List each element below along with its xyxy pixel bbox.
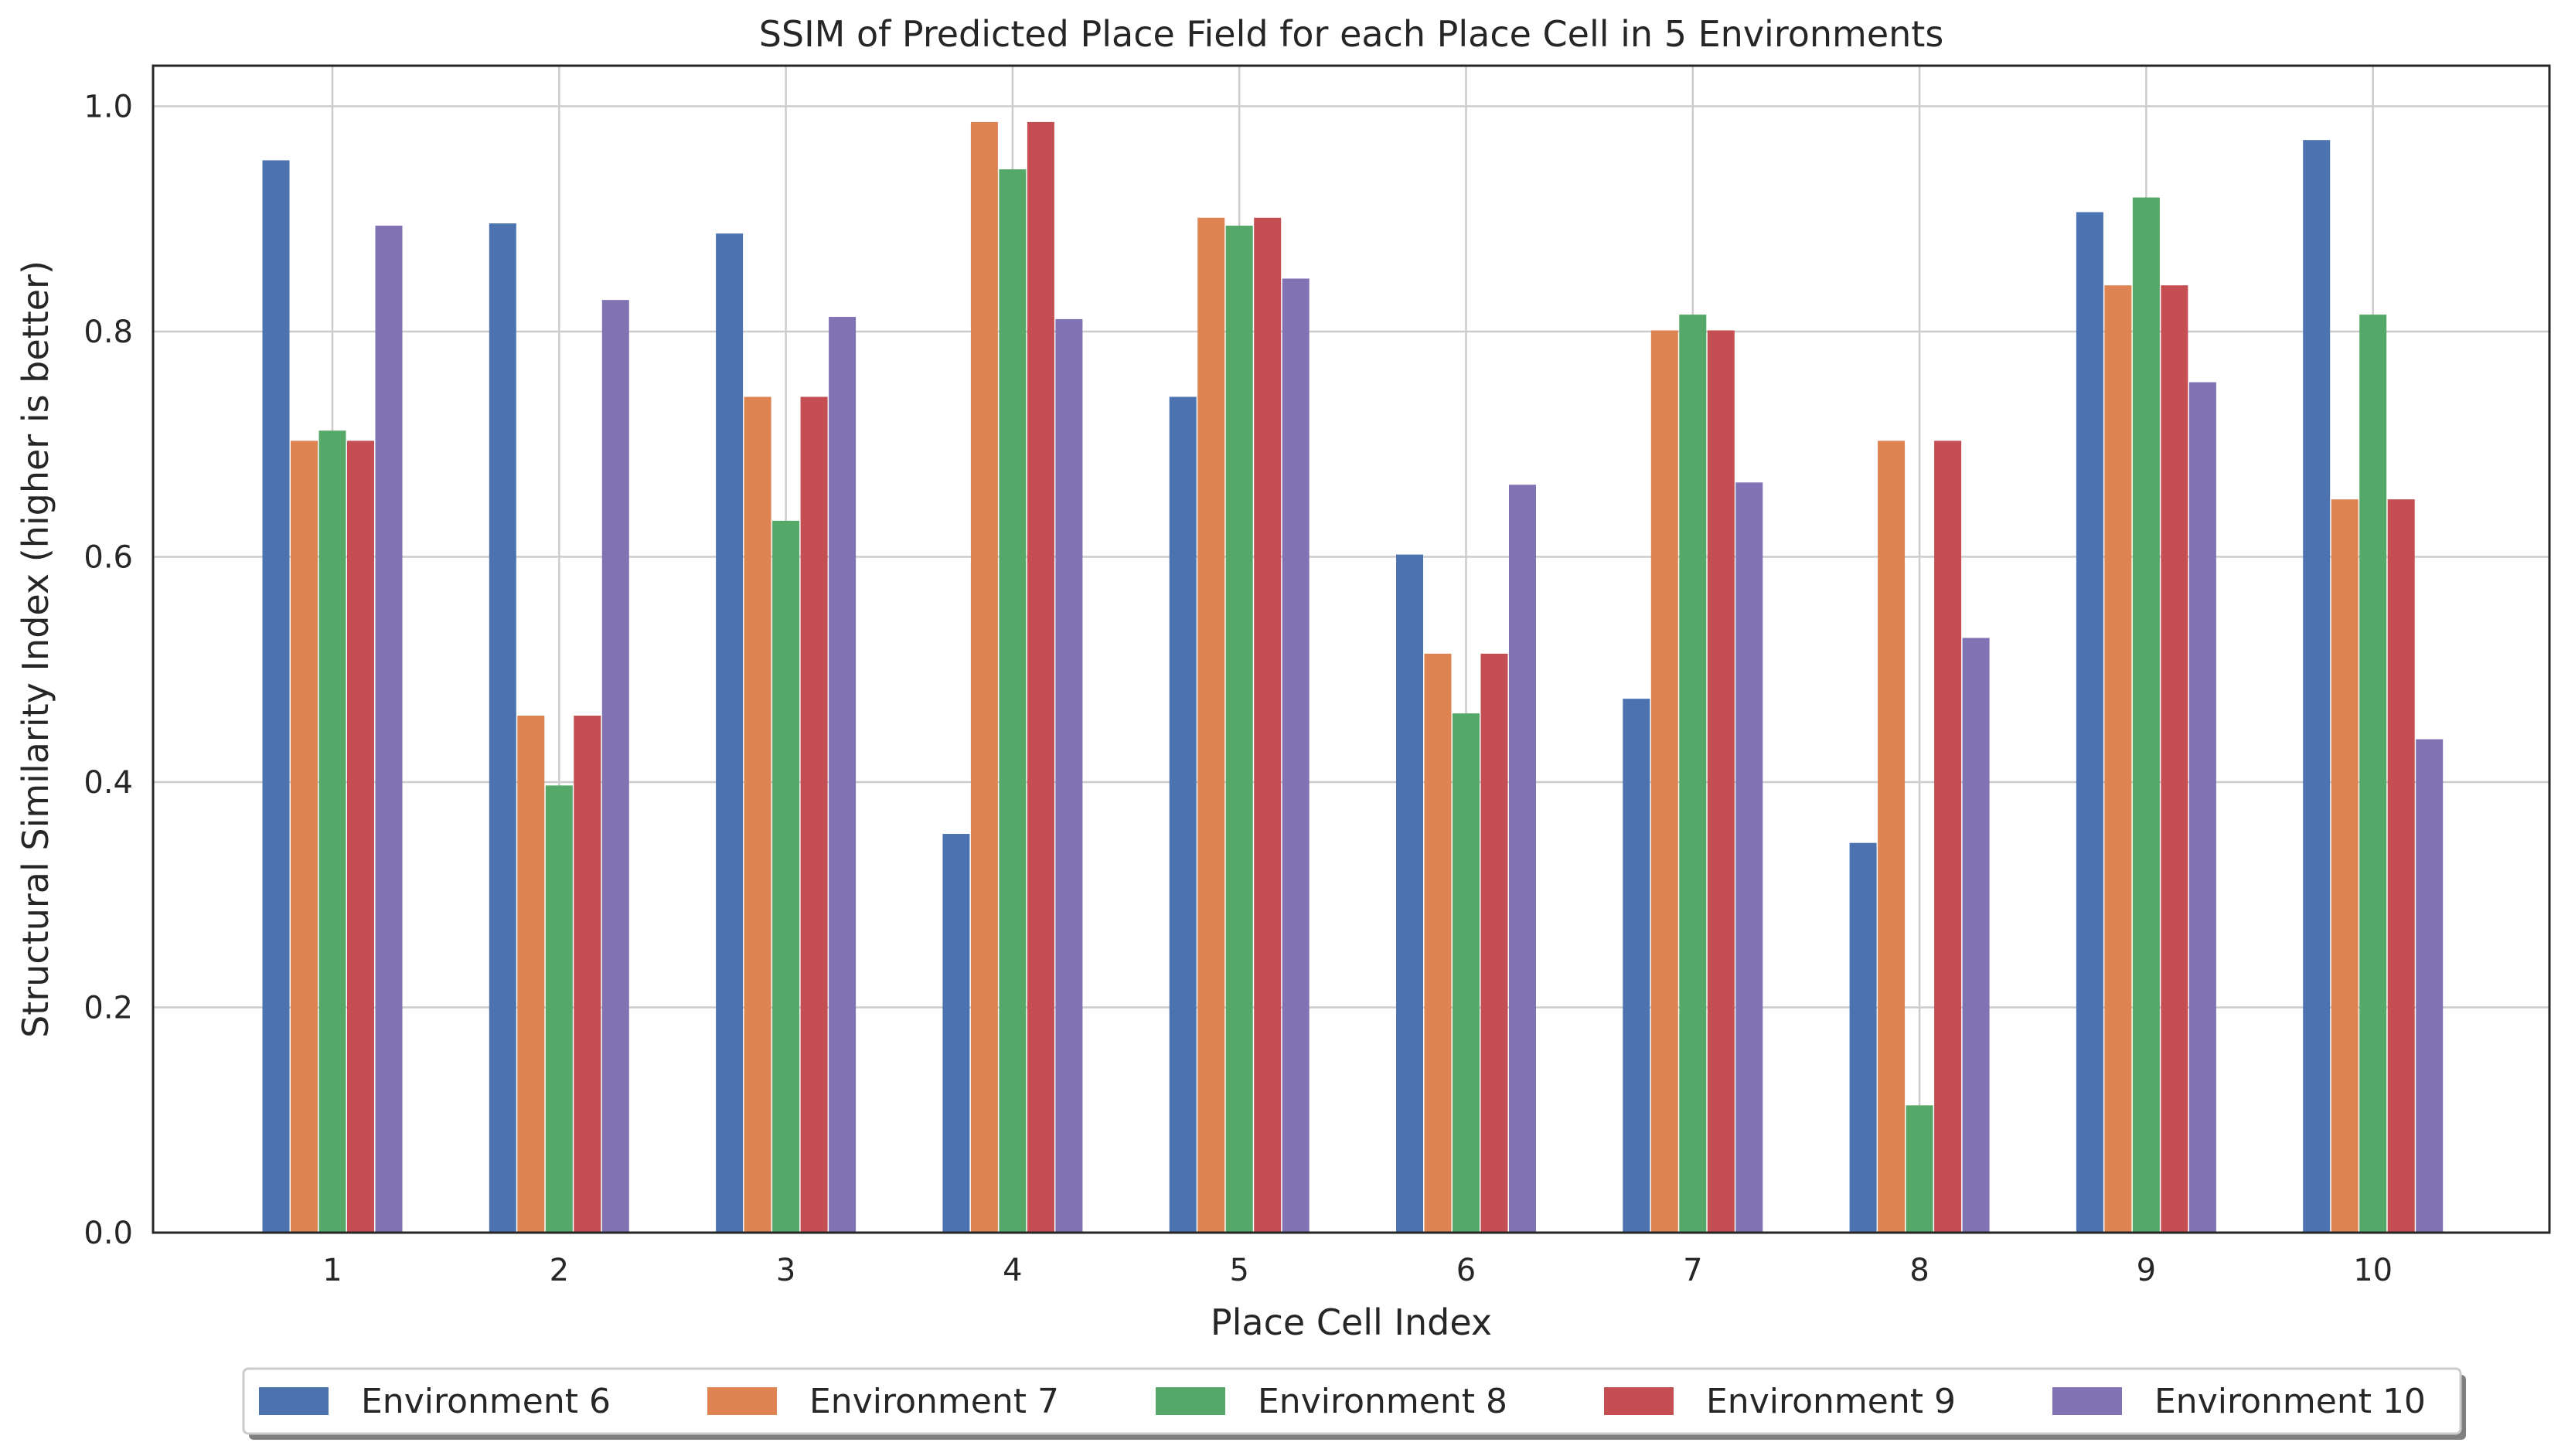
bar: [2104, 285, 2132, 1233]
bar: [829, 317, 857, 1233]
bar: [1282, 278, 1310, 1233]
bar: [1679, 315, 1707, 1233]
bar: [1055, 318, 1083, 1233]
y-axis-ticks: 0.0 0.2 0.4 0.6 0.8 1.0: [83, 89, 133, 1251]
bar: [1453, 713, 1480, 1233]
y-tick-label: 0.6: [83, 539, 133, 575]
bar: [1906, 1105, 1933, 1233]
chart-title: SSIM of Predicted Place Field for each P…: [759, 13, 1944, 55]
plot-frame: [152, 64, 2551, 1234]
legend: Environment 6 Environment 7 Environment 8 E…: [242, 1367, 2466, 1440]
bar: [2416, 739, 2444, 1233]
bar: [1934, 441, 1962, 1233]
bar: [970, 121, 998, 1233]
bar: [262, 160, 290, 1233]
bars: [262, 121, 2444, 1233]
x-tick-label: 8: [1909, 1253, 1929, 1288]
bar: [1735, 482, 1763, 1233]
bar: [2132, 197, 2160, 1233]
bar: [2161, 285, 2188, 1233]
legend-swatch: [1604, 1387, 1674, 1415]
bar: [2387, 499, 2415, 1233]
bar: [1027, 121, 1054, 1233]
bar: [347, 441, 374, 1233]
x-tick-label: 1: [322, 1253, 342, 1288]
legend-label: Environment 9: [1706, 1382, 1956, 1421]
x-tick-label: 4: [1003, 1253, 1022, 1288]
bar: [2188, 382, 2216, 1233]
bar: [1225, 225, 1253, 1233]
bar: [2359, 315, 2387, 1233]
bar: [375, 225, 403, 1233]
bar: [601, 300, 629, 1233]
y-tick-label: 0.0: [83, 1216, 133, 1251]
legend-box: [242, 1367, 2462, 1435]
bar: [489, 223, 516, 1233]
legend-swatch: [707, 1387, 777, 1415]
x-tick-label: 5: [1229, 1253, 1248, 1288]
bar: [2303, 140, 2331, 1233]
x-axis-ticks: 1 2 3 4 5 6 7 8 9 10: [322, 1253, 2393, 1288]
bar: [2331, 499, 2359, 1233]
legend-label: Environment 6: [361, 1382, 611, 1421]
x-axis-label: Place Cell Index: [1211, 1301, 1492, 1343]
bar: [2076, 212, 2103, 1233]
legend-label: Environment 7: [809, 1382, 1059, 1421]
y-tick-label: 0.8: [83, 315, 133, 350]
legend-swatch: [2052, 1387, 2122, 1415]
bar: [1623, 699, 1650, 1233]
bar: [1424, 653, 1452, 1233]
bar: [1254, 217, 1282, 1233]
legend-label: Environment 10: [2154, 1382, 2426, 1421]
y-tick-label: 0.2: [83, 990, 133, 1026]
y-tick-label: 0.4: [83, 765, 133, 801]
x-tick-label: 9: [2137, 1253, 2156, 1288]
bar: [942, 834, 970, 1233]
bar: [744, 396, 771, 1233]
bar: [1509, 485, 1536, 1233]
bar: [1396, 554, 1423, 1233]
x-tick-label: 6: [1456, 1253, 1476, 1288]
bar: [1849, 842, 1877, 1233]
bar: [517, 715, 545, 1233]
bar: [1707, 330, 1735, 1233]
legend-swatch: [1156, 1387, 1225, 1415]
bar: [999, 169, 1027, 1233]
x-tick-label: 2: [550, 1253, 569, 1288]
legend-swatch: [259, 1387, 329, 1415]
y-tick-label: 1.0: [83, 89, 133, 124]
bar: [1197, 217, 1225, 1233]
legend-label: Environment 8: [1258, 1382, 1507, 1421]
bar: [574, 715, 601, 1233]
legend-items: Environment 6 Environment 7 Environment 8 E…: [259, 1382, 2426, 1421]
bar: [1650, 330, 1678, 1233]
bar: [1169, 396, 1197, 1233]
bar: [1480, 653, 1508, 1233]
bar: [716, 233, 744, 1233]
bar: [318, 430, 346, 1233]
bar: [1962, 638, 1990, 1233]
x-tick-label: 10: [2353, 1253, 2393, 1288]
y-axis-label: Structural Similarity Index (higher is b…: [15, 260, 56, 1038]
x-tick-label: 3: [776, 1253, 795, 1288]
bar: [800, 396, 828, 1233]
bar: [1878, 441, 1906, 1233]
bar: [772, 520, 800, 1233]
bar: [291, 441, 318, 1233]
x-tick-label: 7: [1683, 1253, 1702, 1288]
bar: [545, 785, 573, 1233]
